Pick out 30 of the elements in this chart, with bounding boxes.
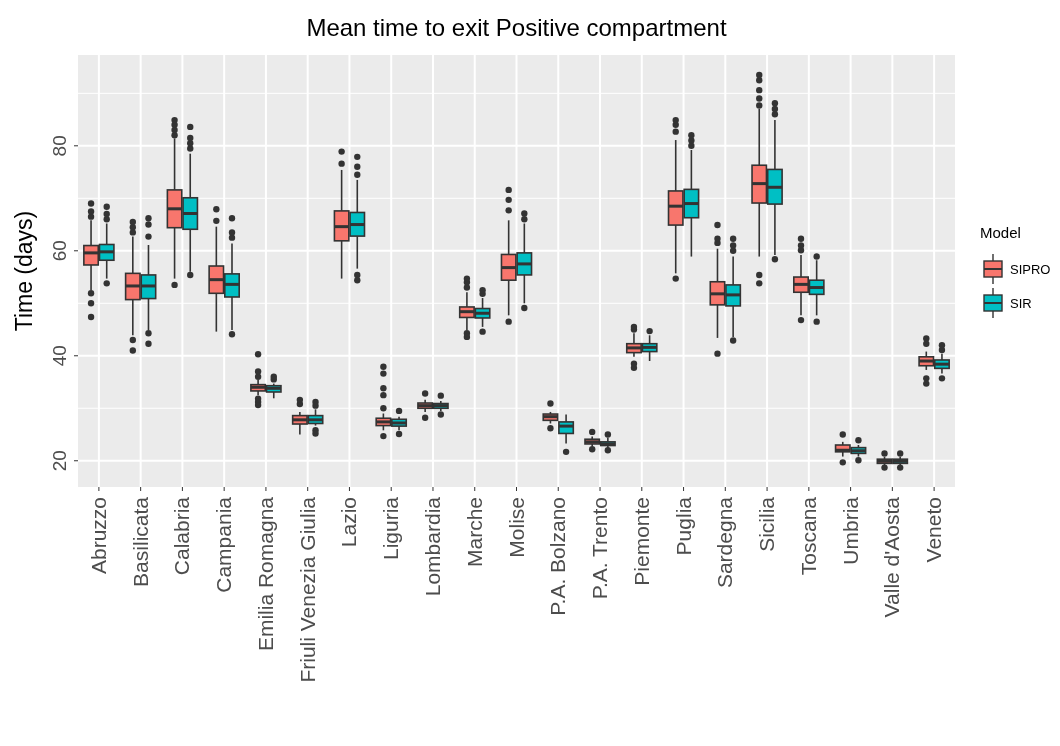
x-tick-label: Molise (504, 497, 528, 558)
x-tick-label: P.A. Trento (588, 497, 612, 600)
x-tick-label: Calabria (170, 496, 194, 576)
x-tick-label: Valle d'Aosta (880, 496, 904, 618)
y-tick-label: 20 (49, 450, 70, 472)
chart-title: Mean time to exit Positive compartment (306, 14, 727, 41)
x-tick-label: Abruzzo (86, 497, 110, 575)
y-axis-title: Time (days) (11, 210, 37, 332)
x-tick-label: Veneto (922, 497, 946, 563)
x-tick-label: Lombardia (420, 496, 444, 597)
legend-title: Model (980, 224, 1021, 241)
x-tick-label: Liguria (379, 496, 403, 561)
x-tick-label: Emilia Romagna (253, 496, 277, 652)
y-tick-label: 40 (49, 345, 70, 367)
y-tick-label: 60 (49, 240, 70, 262)
x-tick-label: Friuli Venezia Giulia (295, 496, 319, 683)
x-tick-label: Campania (212, 496, 236, 593)
x-tick-label: Umbria (838, 496, 862, 565)
x-tick-label: Sicilia (755, 496, 779, 552)
x-tick-label: Marche (462, 497, 486, 568)
x-tick-label: Lazio (337, 497, 361, 548)
x-tick-label: Piemonte (629, 497, 653, 586)
legend-label: SIPRO (1010, 262, 1051, 277)
y-tick-label: 80 (49, 135, 70, 157)
x-tick-label: Puglia (671, 496, 695, 556)
x-tick-label: P.A. Bolzano (546, 497, 570, 616)
x-tick-label: Basilicata (128, 496, 152, 587)
legend-label: SIR (1010, 296, 1032, 311)
x-tick-label: Toscana (796, 496, 820, 576)
x-tick-label: Sardegna (713, 496, 737, 589)
